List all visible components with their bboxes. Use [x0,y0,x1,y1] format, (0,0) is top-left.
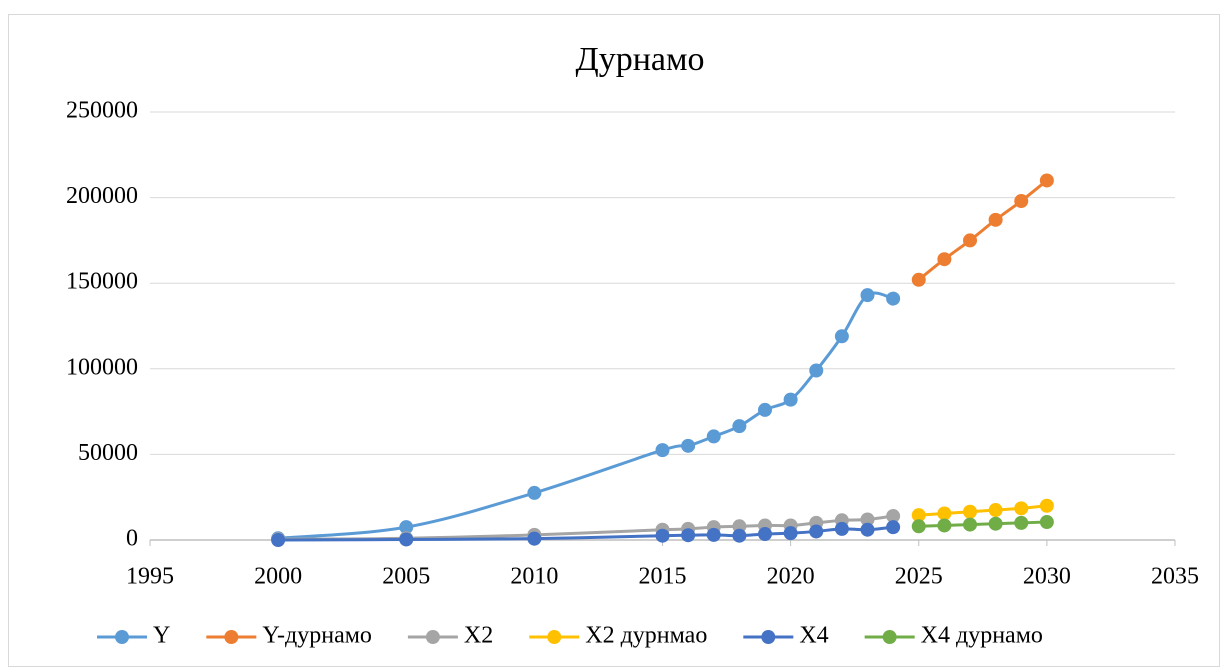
data-point [655,443,670,458]
data-point [963,517,977,532]
data-point [886,291,901,306]
y-tick-label: 100000 [66,354,138,380]
data-point [1014,194,1029,209]
data-point [834,521,849,536]
data-point [988,212,1003,227]
y-tick-label: 150000 [66,269,138,295]
data-point [1014,501,1029,516]
x-tick-label: 2015 [639,564,687,590]
data-point [758,402,772,417]
data-point [783,526,798,541]
x-tick-label: 1995 [126,564,174,590]
data-point [706,527,721,542]
x-tick-label: 2035 [1151,564,1199,590]
x-tick-label: 2000 [254,564,302,590]
data-point [937,518,952,533]
data-point [1039,173,1054,188]
legend-label: Y-дурнамо [262,623,372,649]
data-point [860,288,875,303]
data-point [809,363,824,378]
chart-border [8,14,1220,667]
data-point [758,527,772,542]
x-tick-label: 2010 [510,564,558,590]
x-tick-label: 2005 [382,564,430,590]
data-point [655,528,670,543]
y-tick-label: 0 [126,526,138,552]
data-point [732,528,747,543]
legend-marker [224,630,239,644]
x-tick-label: 2020 [767,564,815,590]
chart-title: Дурнамо [576,41,705,78]
legend-label: X4 [799,623,828,649]
data-point [911,508,926,523]
data-point [937,252,952,267]
data-point [681,438,696,453]
legend-label: X4 дурнамо [921,623,1043,649]
data-point [783,392,798,407]
data-point [681,528,696,543]
data-point [706,429,721,444]
data-point [988,516,1003,531]
data-point [963,504,977,519]
data-point [527,485,542,500]
data-point [860,512,875,527]
legend-marker [425,630,440,644]
data-point [911,519,926,534]
y-tick-label: 250000 [66,98,138,124]
data-point [963,233,977,248]
data-point [1039,515,1054,530]
x-tick-label: 2030 [1023,564,1071,590]
data-point [911,272,926,287]
legend-label: Y [153,623,170,649]
x-tick-label: 2025 [895,564,943,590]
legend-marker [115,630,129,644]
data-point [1039,498,1054,513]
data-point [527,531,542,546]
data-point [732,419,747,434]
data-point [988,503,1003,518]
data-point [937,506,952,521]
data-point [860,522,875,537]
legend-marker [882,630,897,644]
data-point [271,533,286,547]
y-tick-label: 200000 [66,183,138,209]
data-point [1014,515,1029,530]
data-point [886,520,901,535]
legend-marker [547,630,562,644]
y-tick-label: 50000 [78,440,138,466]
data-point [399,520,414,535]
data-point [809,524,824,539]
data-point [834,329,849,344]
legend-label: X2 дурнмао [585,623,707,649]
data-point [886,509,901,524]
legend-label: X2 [464,623,493,649]
data-point [399,532,414,547]
legend-marker [761,630,776,644]
